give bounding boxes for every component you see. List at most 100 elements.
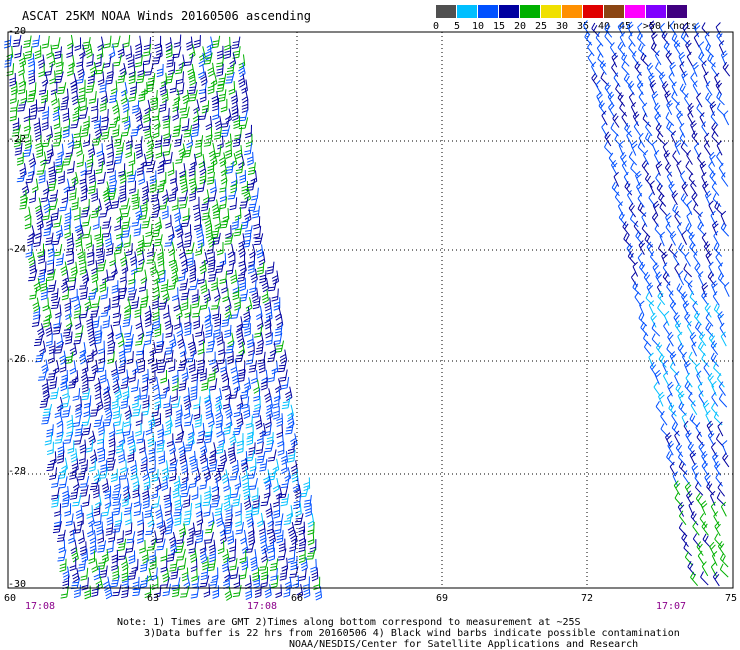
wind-barb (78, 450, 86, 464)
wind-barb (138, 439, 146, 454)
wind-barb (627, 189, 634, 205)
wind-barb (208, 269, 217, 282)
wind-barb (230, 359, 238, 374)
wind-barb (595, 32, 604, 47)
wind-barb (68, 376, 77, 389)
wind-barb (718, 381, 726, 396)
note-line-2: 3)Data buffer is 22 hrs from 20160506 4)… (144, 628, 680, 639)
wind-barb (668, 243, 678, 258)
wind-barb (243, 377, 252, 392)
wind-barb (641, 222, 650, 238)
wind-barb (127, 279, 136, 293)
wind-barb (710, 340, 719, 355)
wind-barb (266, 521, 274, 535)
wind-barb (671, 190, 678, 206)
wind-barb (254, 325, 263, 338)
wind-barb (49, 189, 59, 202)
wind-barb (97, 421, 105, 436)
wind-barb (604, 82, 612, 98)
wind-barb (24, 215, 32, 230)
wind-barb (165, 44, 173, 59)
wind-barb (232, 494, 241, 507)
wind-barb (142, 466, 150, 481)
wind-barb (96, 233, 104, 248)
wind-barb (227, 187, 238, 200)
wind-barb (41, 90, 49, 104)
wind-barb (287, 440, 295, 455)
wind-barb (154, 216, 163, 232)
wind-barb (198, 108, 208, 121)
wind-barb (235, 513, 242, 528)
wind-barb (99, 205, 109, 218)
wind-barb (182, 89, 190, 105)
wind-barb (258, 359, 266, 374)
wind-barb (195, 144, 202, 159)
wind-barb (176, 548, 186, 561)
wind-barb (96, 259, 107, 272)
wind-barb (173, 297, 181, 312)
wind-barb (61, 457, 68, 473)
wind-barb (694, 481, 704, 496)
wind-barb (274, 340, 285, 353)
wind-barb (36, 144, 44, 158)
wind-barb (705, 43, 714, 58)
wind-barb (87, 71, 96, 85)
wind-barb (648, 300, 655, 316)
wind-barb (122, 34, 131, 48)
wind-barb (232, 423, 243, 436)
wind-barb (693, 142, 700, 158)
wind-barb (165, 349, 174, 363)
wind-barb (164, 71, 174, 84)
wind-barb (36, 215, 44, 231)
wind-barb (669, 20, 677, 36)
wind-barb (209, 179, 217, 194)
wind-barb (84, 296, 92, 312)
wind-barb (85, 439, 94, 453)
wind-barb (720, 501, 727, 517)
wind-barb (612, 113, 620, 128)
wind-barb (104, 584, 113, 600)
wind-barb (121, 585, 130, 599)
wind-barb (146, 160, 156, 173)
wind-barb (110, 575, 120, 588)
wind-barb (73, 207, 81, 221)
wind-barb (207, 160, 215, 175)
wind-barb (114, 386, 122, 401)
wind-barb (663, 149, 671, 165)
wind-barb (246, 178, 256, 192)
wind-barb (121, 205, 131, 218)
wind-barb (274, 521, 283, 535)
wind-barb (610, 159, 618, 175)
wind-barb (136, 71, 146, 84)
wind-barb (661, 80, 669, 96)
map-frame (7, 31, 734, 589)
wind-barb (156, 431, 164, 446)
wind-barb (121, 369, 129, 384)
wind-barb (136, 162, 144, 176)
wind-barb (622, 221, 630, 236)
wind-barb (614, 191, 623, 207)
wind-barb (250, 370, 258, 384)
wind-barb (117, 70, 126, 84)
wind-barb (14, 142, 23, 156)
wind-barb (234, 350, 245, 363)
wind-barb (32, 297, 40, 312)
wind-barb (50, 297, 61, 310)
wind-barb (245, 124, 252, 139)
wind-barb (193, 315, 200, 330)
wind-barb (157, 252, 165, 267)
wind-barb (11, 124, 21, 137)
wind-barb (23, 144, 33, 158)
wind-barb (650, 312, 657, 328)
wind-barb (190, 153, 197, 169)
wind-barb (48, 170, 57, 184)
wind-barb (204, 388, 211, 403)
wind-barb (266, 432, 274, 446)
wind-barb (79, 306, 89, 319)
wind-barb (69, 360, 77, 375)
wind-barb (176, 82, 185, 96)
wind-barb (701, 290, 709, 306)
wind-barb (190, 178, 198, 194)
wind-barb (172, 98, 180, 113)
wind-barb (57, 143, 64, 158)
